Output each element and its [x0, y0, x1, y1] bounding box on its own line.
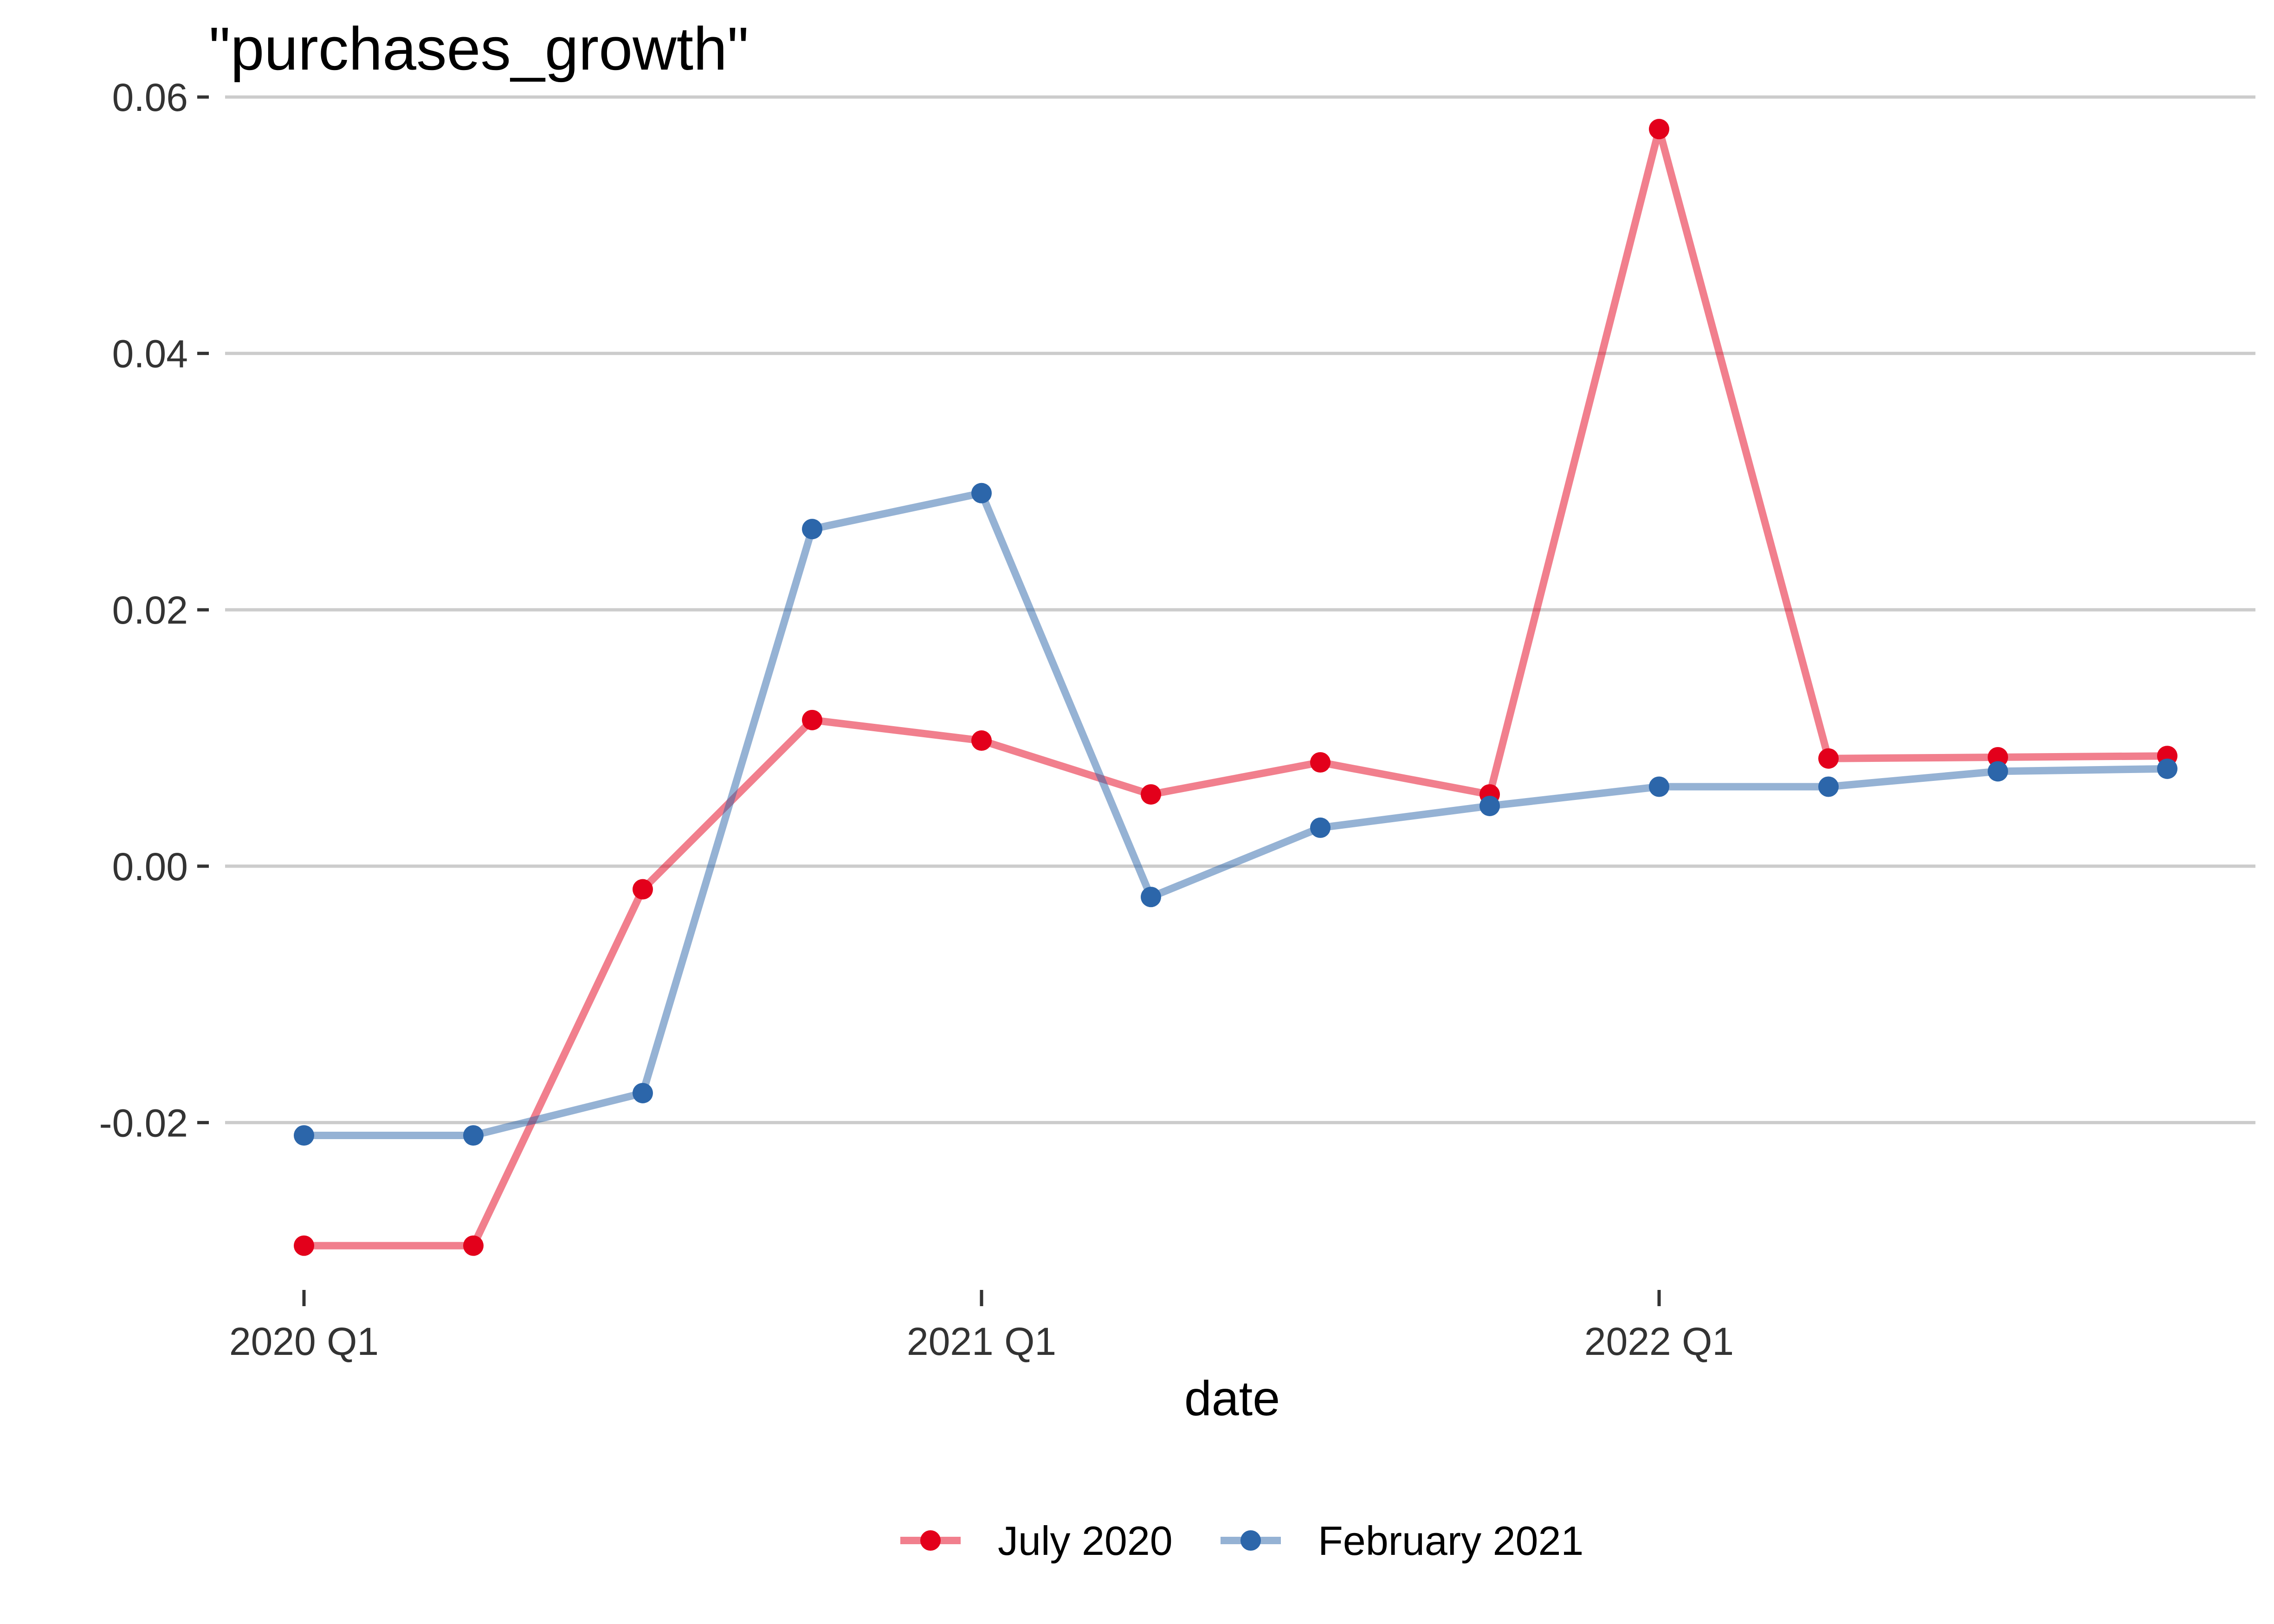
data-point-february-2021	[1310, 817, 1331, 838]
data-point-february-2021	[971, 483, 992, 503]
data-point-july-2020	[1310, 752, 1331, 773]
series-july-2020	[294, 119, 2177, 1256]
y-tick-label: 0.06	[112, 76, 188, 119]
data-point-february-2021	[1988, 761, 2008, 782]
data-point-february-2021	[463, 1125, 484, 1146]
data-point-july-2020	[463, 1235, 484, 1256]
data-point-february-2021	[1479, 795, 1500, 816]
legend-key-point	[1240, 1530, 1261, 1551]
plot-area	[294, 119, 2177, 1256]
data-point-july-2020	[1818, 748, 1839, 769]
legend-item-july-2020: July 2020	[900, 1518, 1173, 1564]
data-point-july-2020	[802, 709, 822, 730]
x-axis: 2020 Q1 2021 Q1 2022 Q1	[229, 1290, 1734, 1363]
x-tick-label: 2022 Q1	[1584, 1320, 1734, 1363]
legend-item-february-2021: February 2021	[1221, 1518, 1583, 1564]
data-point-february-2021	[1649, 776, 1669, 797]
data-point-july-2020	[971, 730, 992, 751]
series-february-2021	[294, 483, 2177, 1146]
series-line-february-2021	[304, 489, 2168, 1140]
legend-key-point	[920, 1530, 941, 1551]
y-axis: -0.02 0.00 0.02 0.04 0.06	[99, 76, 209, 1145]
chart-title: "purchases_growth"	[209, 14, 749, 83]
data-point-july-2020	[1141, 784, 1161, 805]
data-point-february-2021	[633, 1083, 653, 1103]
data-point-july-2020	[294, 1235, 314, 1256]
y-tick-label: -0.02	[99, 1101, 188, 1145]
legend-label: July 2020	[998, 1518, 1173, 1564]
data-point-february-2021	[1818, 776, 1839, 797]
x-tick-label: 2020 Q1	[229, 1320, 379, 1363]
x-axis-title: date	[1184, 1371, 1280, 1426]
y-tick-label: 0.02	[112, 588, 188, 632]
data-point-february-2021	[2157, 758, 2177, 779]
data-point-february-2021	[294, 1125, 314, 1146]
y-tick-label: 0.00	[112, 845, 188, 889]
y-tick-label: 0.04	[112, 332, 188, 376]
data-point-july-2020	[1649, 119, 1669, 140]
data-point-february-2021	[802, 519, 822, 540]
data-point-february-2021	[1141, 887, 1161, 908]
data-point-july-2020	[1988, 747, 2008, 767]
grid	[225, 95, 2255, 1124]
legend: July 2020 February 2021	[900, 1518, 1583, 1564]
series-line-july-2020	[304, 125, 2168, 1250]
x-tick-label: 2021 Q1	[907, 1320, 1056, 1363]
data-point-july-2020	[633, 879, 653, 900]
legend-label: February 2021	[1318, 1518, 1583, 1564]
